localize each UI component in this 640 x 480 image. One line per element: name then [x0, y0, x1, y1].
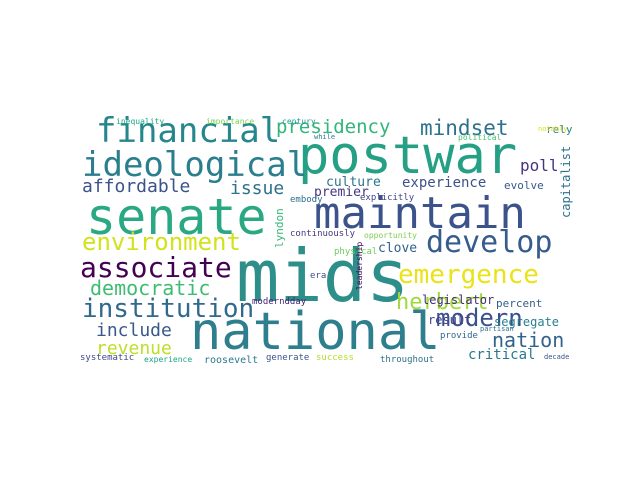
word: include: [96, 320, 172, 341]
word: senate: [86, 188, 267, 246]
word: century: [282, 117, 316, 126]
word: political: [458, 133, 502, 142]
word: result: [428, 313, 472, 327]
word: affordable: [82, 176, 191, 197]
word: notably: [538, 125, 568, 133]
word: ideological: [82, 145, 308, 185]
word: herbert: [396, 290, 489, 315]
word: poll: [520, 156, 559, 175]
word: partisan: [480, 325, 514, 333]
word: premier: [314, 185, 369, 200]
word: emergence: [398, 260, 539, 290]
word: provide: [440, 331, 478, 341]
word: maintain: [314, 188, 526, 239]
word: national: [190, 302, 441, 362]
word: experience: [402, 175, 487, 191]
word: modern: [436, 304, 523, 332]
word: experience: [144, 355, 193, 364]
word: culture: [326, 175, 381, 190]
word: leadership: [355, 241, 364, 290]
word: era: [310, 271, 327, 281]
word: continuously: [290, 229, 356, 239]
word: presidency: [276, 116, 391, 138]
word: importance: [206, 117, 255, 126]
word: postwar: [298, 126, 518, 186]
word: decade: [544, 353, 570, 361]
word: rely: [546, 123, 573, 136]
word: opportunity: [364, 231, 417, 240]
word: develop: [426, 225, 553, 260]
word: segregate: [494, 315, 560, 329]
word: while: [314, 133, 336, 141]
word: systematic: [80, 353, 135, 363]
word: associate: [80, 251, 232, 284]
word: inequality: [116, 117, 165, 126]
word: roosevelt: [204, 355, 259, 366]
word: physical: [334, 247, 378, 257]
word: mindset: [420, 116, 509, 140]
word: financial: [96, 111, 281, 151]
word: critical: [468, 347, 536, 363]
word: generate: [266, 353, 310, 363]
word: percent: [496, 297, 543, 310]
word: evolve: [504, 179, 544, 192]
word: institution: [82, 294, 255, 324]
word: democratic: [90, 276, 211, 300]
word: success: [316, 353, 354, 363]
word: nation: [492, 328, 565, 352]
word: capitalist: [559, 145, 573, 218]
word: legislator: [422, 293, 495, 307]
word: embody: [290, 195, 323, 205]
word: revenue: [96, 338, 172, 359]
word: clove: [378, 241, 418, 256]
word: lyndon: [273, 208, 286, 248]
word: issue: [230, 178, 285, 199]
word: moderndday: [252, 297, 307, 307]
word: environment: [82, 228, 241, 256]
word: throughout: [380, 355, 435, 365]
word: explicitly: [360, 193, 415, 203]
word: mids: [236, 234, 410, 318]
